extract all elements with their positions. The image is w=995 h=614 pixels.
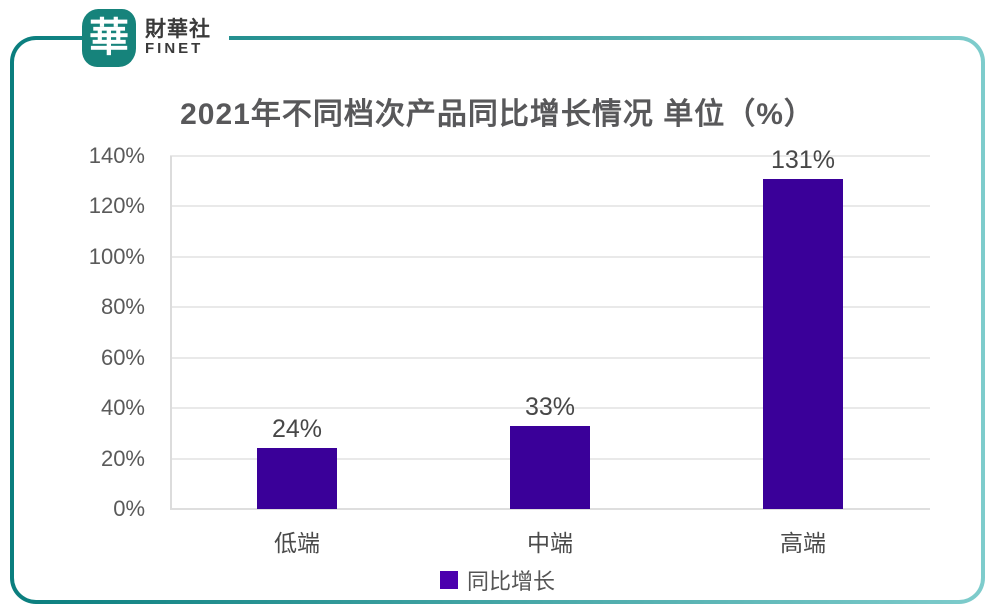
seal-character: 華 <box>89 14 129 61</box>
y-axis-tick-label: 40% <box>100 395 145 421</box>
finet-logo: 華 財華社 FINET <box>82 9 229 67</box>
y-axis-tick-label: 100% <box>88 243 145 269</box>
y-axis-tick-label: 20% <box>100 445 145 471</box>
y-axis-tick-label: 60% <box>100 344 145 370</box>
chart-title: 2021年不同档次产品同比增长情况 单位（%） <box>180 98 815 131</box>
bar-低端 <box>257 448 337 509</box>
gridline-80 <box>170 306 930 309</box>
logo-name-chinese: 財華社 <box>145 18 211 42</box>
x-axis-category-label: 中端 <box>527 530 573 556</box>
legend-swatch-icon <box>439 571 458 589</box>
legend: 同比增长 <box>0 564 995 596</box>
logo-name-english: FINET <box>145 40 204 58</box>
bar-value-label: 24% <box>271 415 323 444</box>
bar-高端 <box>763 178 843 509</box>
finet-seal-icon: 華 <box>82 9 136 67</box>
y-axis-tick-label: 80% <box>100 294 145 320</box>
y-axis-tick-label: 140% <box>88 143 145 168</box>
y-axis-tick-label: 120% <box>88 193 145 219</box>
legend-label: 同比增长 <box>466 569 555 594</box>
gridline-100 <box>170 255 930 258</box>
bar-value-label: 33% <box>524 392 576 421</box>
gridline-60 <box>170 356 930 359</box>
bar-value-label: 131% <box>771 145 835 174</box>
gridline-120 <box>170 205 930 208</box>
gridline-140 <box>170 155 930 157</box>
y-axis-tick-label: 0% <box>113 496 145 521</box>
logo-text: 財華社 FINET <box>136 17 229 59</box>
gridline-40 <box>170 407 930 410</box>
bar-中端 <box>510 425 590 509</box>
y-axis-line <box>170 156 172 509</box>
x-axis-category-label: 低端 <box>274 530 320 556</box>
gridline-0 <box>170 508 930 510</box>
x-axis-category-label: 高端 <box>780 530 826 556</box>
